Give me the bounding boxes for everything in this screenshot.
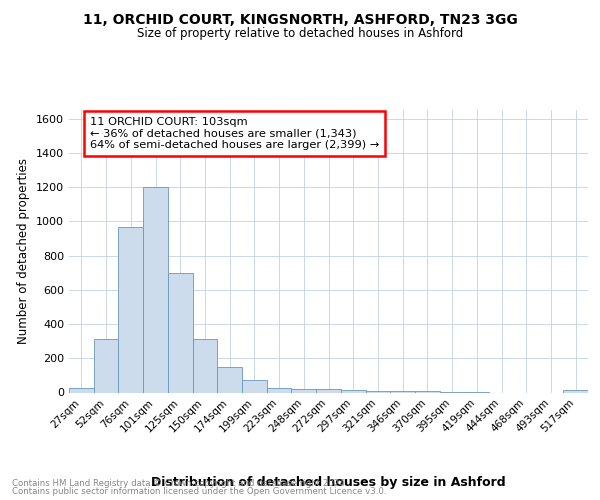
Bar	[69, 388, 94, 392]
Bar	[415, 391, 440, 392]
Bar	[563, 390, 588, 392]
Bar	[365, 391, 390, 392]
X-axis label: Distribution of detached houses by size in Ashford: Distribution of detached houses by size …	[151, 476, 506, 489]
Text: Size of property relative to detached houses in Ashford: Size of property relative to detached ho…	[137, 28, 463, 40]
Bar	[267, 388, 292, 392]
Bar	[390, 391, 415, 392]
Text: Contains public sector information licensed under the Open Government Licence v3: Contains public sector information licen…	[12, 487, 386, 496]
Bar	[316, 389, 341, 392]
Bar	[193, 340, 217, 392]
Text: 11 ORCHID COURT: 103sqm
← 36% of detached houses are smaller (1,343)
64% of semi: 11 ORCHID COURT: 103sqm ← 36% of detache…	[90, 117, 379, 150]
Bar	[341, 390, 365, 392]
Bar	[168, 272, 193, 392]
Bar	[242, 380, 267, 392]
Y-axis label: Number of detached properties: Number of detached properties	[17, 158, 31, 344]
Bar	[94, 338, 118, 392]
Bar	[292, 389, 316, 392]
Bar	[217, 367, 242, 392]
Bar	[118, 228, 143, 392]
Text: 11, ORCHID COURT, KINGSNORTH, ASHFORD, TN23 3GG: 11, ORCHID COURT, KINGSNORTH, ASHFORD, T…	[83, 12, 517, 26]
Text: Contains HM Land Registry data © Crown copyright and database right 2024.: Contains HM Land Registry data © Crown c…	[12, 478, 347, 488]
Bar	[143, 187, 168, 392]
